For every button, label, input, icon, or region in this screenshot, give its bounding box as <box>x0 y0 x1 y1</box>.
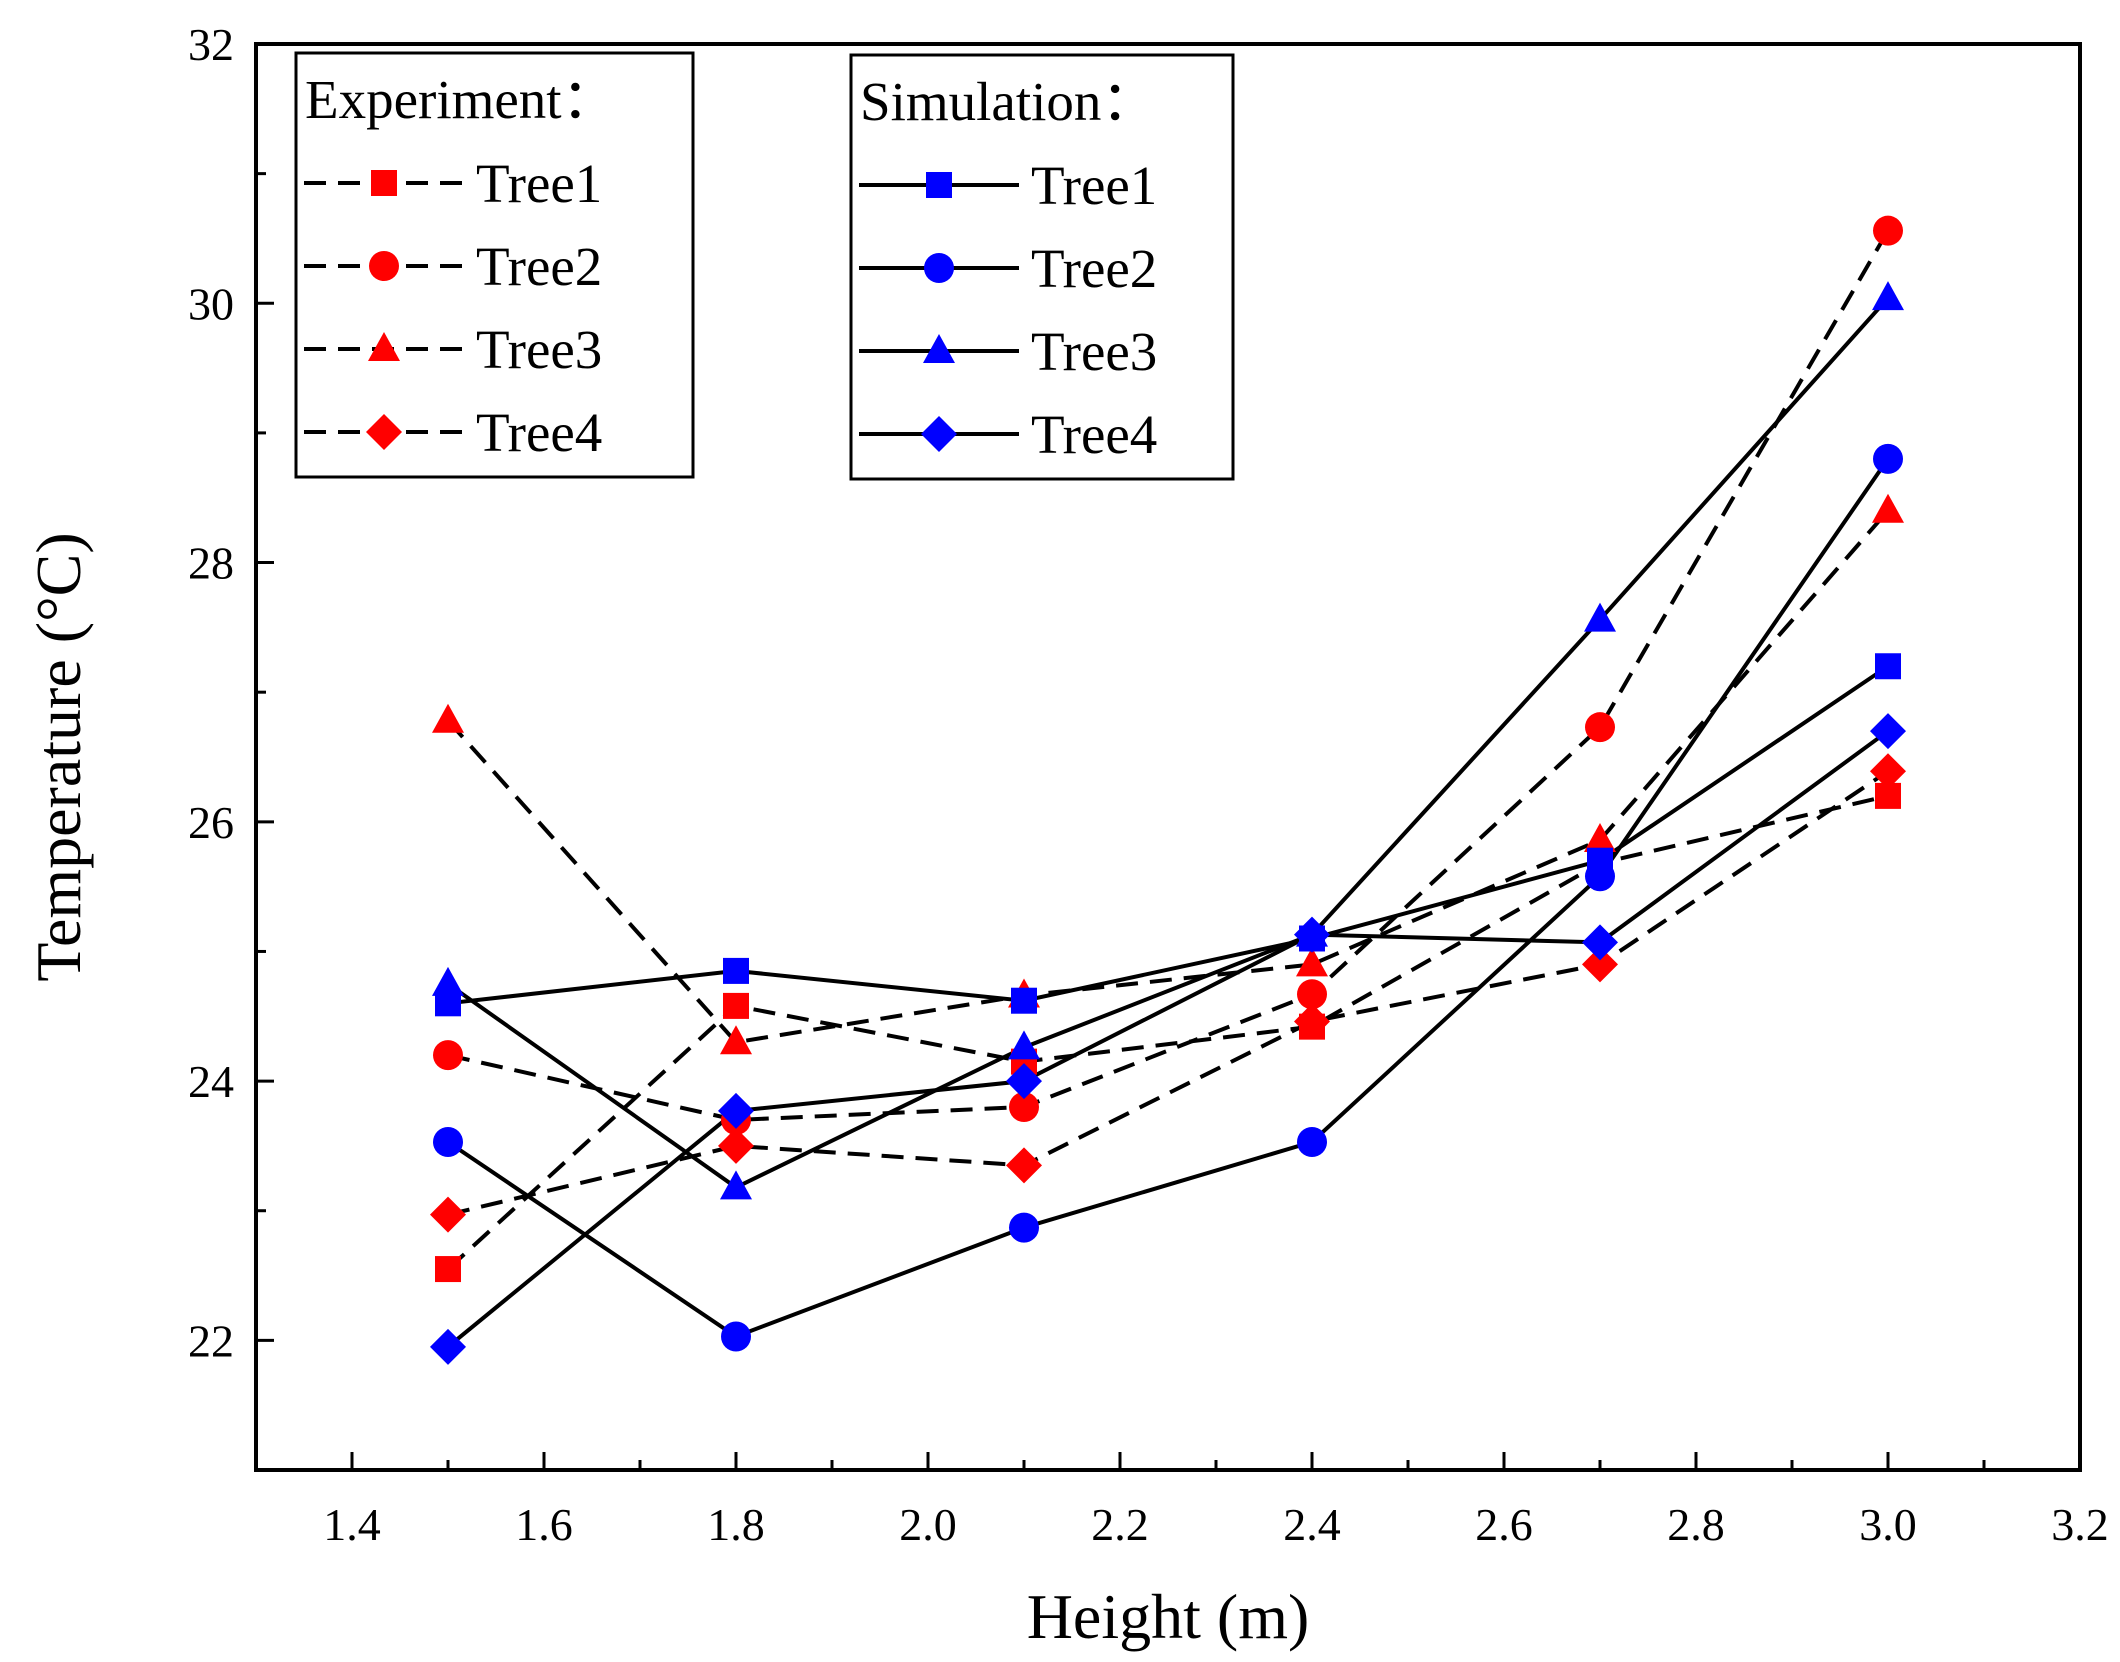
simulation-legend-marker <box>926 172 952 198</box>
simulation-tree4-line <box>446 729 1890 1349</box>
simulation-tree3-point <box>1584 602 1616 632</box>
experiment-tree2-point <box>1297 979 1327 1010</box>
ticks-layer: 1.4 1.6 1.8 2.0 2.2 2.4 2.6 2.8 3.0 3.2 22 24 26 28 30… <box>188 19 2109 1550</box>
legend-layer: Experiment：Tree1Tree2Tree3Tree4Simulatio… <box>294 51 1235 481</box>
simulation-legend-label: Tree4 <box>1031 404 1157 465</box>
experiment-tree1-point <box>723 992 749 1019</box>
experiment-legend-label: Tree4 <box>476 402 602 463</box>
simulation-legend-label: Tree2 <box>1031 238 1157 299</box>
x-tick-label: 2.0 <box>899 1499 957 1550</box>
x-axis-title: Height (m) <box>1027 1581 1310 1652</box>
experiment-tree4-point <box>1582 946 1618 983</box>
y-tick-label: 32 <box>188 19 234 70</box>
experiment-legend-marker <box>366 414 402 450</box>
simulation-tree2-point <box>1873 443 1903 474</box>
series-lines <box>446 229 1890 1349</box>
simulation-tree3-point <box>1008 1030 1040 1060</box>
simulation-tree4-point <box>718 1092 754 1129</box>
experiment-tree4-point <box>1870 753 1906 790</box>
simulation-legend-marker <box>924 253 954 283</box>
simulation-tree4-point <box>1582 924 1618 961</box>
experiment-tree2-point <box>1873 215 1903 246</box>
plot-frame <box>254 42 2082 1472</box>
experiment-tree3-point <box>720 1025 752 1055</box>
simulation-legend-marker <box>923 334 955 363</box>
simulation-legend-label: Tree1 <box>1031 155 1157 216</box>
experiment-tree3-point <box>1296 947 1328 977</box>
simulation-tree1-point <box>723 957 749 984</box>
experiment-tree1-point <box>435 1256 461 1283</box>
simulation-legend-label: Tree3 <box>1031 321 1157 382</box>
experiment-legend-label: Tree3 <box>476 319 602 380</box>
y-tick-label: 24 <box>188 1056 234 1107</box>
experiment-legend-marker <box>371 170 397 196</box>
experiment-tree4-point <box>718 1127 754 1164</box>
simulation-tree3-point <box>1872 281 1904 311</box>
simulation-tree2-line <box>446 457 1890 1339</box>
simulation-legend: Simulation： Tree1 Tree2 Tree3 Tree4 <box>849 53 1235 481</box>
x-tick-label: 1.8 <box>707 1499 765 1550</box>
experiment-tree1-line <box>446 793 1889 1271</box>
simulation-tree3-line <box>446 296 1890 1190</box>
y-tick-label: 28 <box>188 538 234 589</box>
simulation-tree2-point <box>433 1127 463 1158</box>
experiment-tree4-point <box>1006 1147 1042 1184</box>
simulation-tree4-point <box>1870 713 1906 750</box>
experiment-legend: Experiment： Tree1 Tree2 Tree3 Tree4 <box>294 51 695 479</box>
series-markers <box>430 215 1906 1365</box>
x-tick-label: 1.4 <box>323 1499 381 1550</box>
experiment-tree2-point <box>1009 1092 1039 1123</box>
series-layer <box>430 215 1906 1365</box>
simulation-tree1-point <box>1011 987 1037 1014</box>
experiment-tree4-point <box>430 1196 466 1233</box>
experiment-legend-label: Tree2 <box>476 236 602 297</box>
experiment-tree4-point <box>1294 1003 1330 1040</box>
simulation-tree3-point <box>720 1170 752 1200</box>
experiment-tree4-line <box>447 769 1890 1217</box>
simulation-tree4-point <box>1294 916 1330 953</box>
experiment-tree2-line <box>447 229 1890 1122</box>
simulation-tree2-point <box>1585 861 1615 892</box>
x-tick-label: 2.8 <box>1667 1499 1725 1550</box>
experiment-legend-title: Experiment： <box>305 69 617 130</box>
x-tick-label: 2.4 <box>1283 1499 1341 1550</box>
experiment-tree3-point <box>1872 493 1904 523</box>
simulation-legend-title: Simulation： <box>860 71 1156 132</box>
experiment-legend-box <box>294 51 695 479</box>
experiment-tree3-point <box>432 703 464 733</box>
simulation-tree3-point <box>432 966 464 996</box>
x-tick-label: 2.6 <box>1475 1499 1533 1550</box>
experiment-tree3-point <box>1584 822 1616 852</box>
simulation-tree4-point <box>1006 1063 1042 1100</box>
x-tick-label: 3.2 <box>2051 1499 2109 1550</box>
experiment-legend-marker <box>369 251 399 281</box>
simulation-tree4-point <box>430 1328 466 1365</box>
experiment-tree2-point <box>433 1040 463 1071</box>
simulation-tree1-point <box>1875 653 1901 680</box>
experiment-legend-marker <box>368 332 400 361</box>
simulation-tree2-point <box>721 1321 751 1352</box>
x-tick-label: 2.2 <box>1091 1499 1149 1550</box>
simulation-legend-marker <box>921 416 957 452</box>
y-tick-label: 26 <box>188 797 234 848</box>
y-tick-label: 30 <box>188 278 234 329</box>
x-tick-label: 1.6 <box>515 1499 573 1550</box>
simulation-tree2-point <box>1009 1212 1039 1243</box>
simulation-tree2-point <box>1297 1127 1327 1158</box>
x-tick-label: 3.0 <box>1859 1499 1917 1550</box>
experiment-legend-label: Tree1 <box>476 153 602 214</box>
experiment-tree3-line <box>446 509 1890 1045</box>
experiment-tree2-point <box>1585 712 1615 743</box>
y-tick-label: 22 <box>188 1315 234 1366</box>
y-axis-title: Temperature (°C) <box>23 532 94 981</box>
simulation-tree1-line <box>447 664 1890 1006</box>
